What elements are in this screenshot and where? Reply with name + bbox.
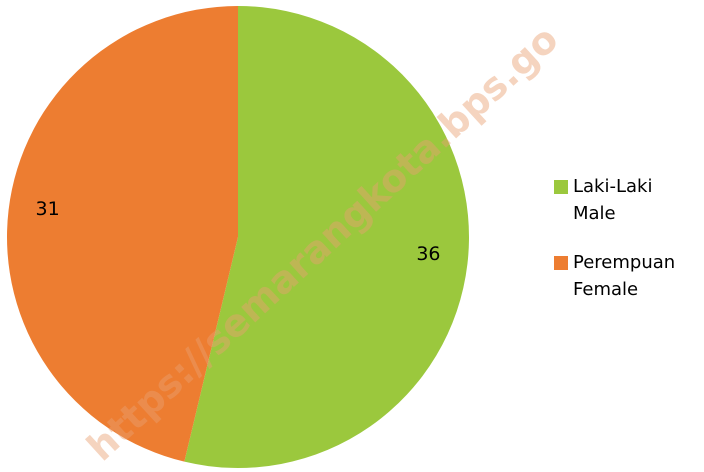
pie [6,6,469,468]
legend-label: Male [573,203,616,224]
legend-label: Perempuan [573,252,675,273]
data-label: 36 [416,243,440,265]
data-label: 31 [35,198,59,220]
pie-slice [6,6,238,462]
legend-swatch [554,256,568,270]
legend-label: Laki-Laki [573,176,652,197]
legend-label: Female [573,279,638,300]
legend-swatch [554,180,568,194]
pie-slice [184,6,469,468]
